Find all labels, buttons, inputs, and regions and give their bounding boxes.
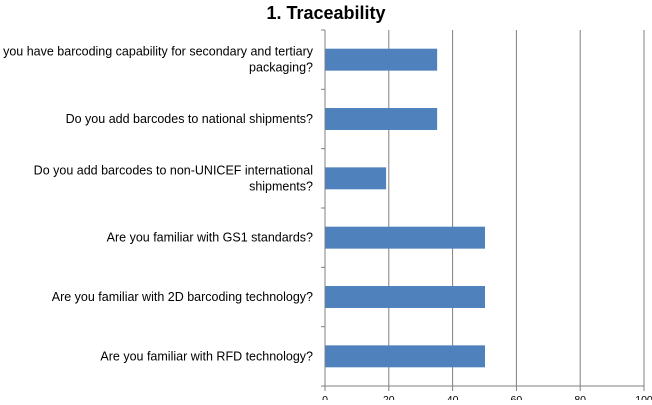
category-label-line: Are you familiar with 2D barcoding techn… xyxy=(52,290,313,304)
bar xyxy=(325,286,485,308)
category-label-line: shipments? xyxy=(249,179,313,193)
bar xyxy=(325,167,387,190)
bars xyxy=(325,48,485,368)
x-tick-label: 0 xyxy=(322,394,328,400)
x-tick-label: 40 xyxy=(447,394,459,400)
category-label: Do you add barcodes to non-UNICEF intern… xyxy=(34,163,313,193)
x-tick-label: 60 xyxy=(511,394,523,400)
bar xyxy=(325,48,438,71)
axes xyxy=(321,29,645,391)
category-label: Are you familiar with RFD technology? xyxy=(100,349,313,363)
category-label-line: Do you add barcodes to national shipment… xyxy=(66,112,313,126)
gridlines xyxy=(388,30,645,386)
x-tick-label: 80 xyxy=(574,394,586,400)
bar xyxy=(325,345,485,368)
category-label: Do you have barcoding capability for sec… xyxy=(0,45,314,75)
category-label: Do you add barcodes to national shipment… xyxy=(66,112,313,126)
category-labels: Do you have barcoding capability for sec… xyxy=(0,45,314,364)
x-tick-label: 100 xyxy=(635,394,652,400)
category-label-line: Do you have barcoding capability for sec… xyxy=(0,45,314,59)
category-label: Are you familiar with GS1 standards? xyxy=(107,231,313,245)
category-label: Are you familiar with 2D barcoding techn… xyxy=(52,290,313,304)
x-tick-label: 20 xyxy=(383,394,395,400)
category-label-line: Do you add barcodes to non-UNICEF intern… xyxy=(34,163,313,177)
bar xyxy=(325,108,438,130)
category-label-line: packaging? xyxy=(249,61,313,75)
category-label-line: Are you familiar with GS1 standards? xyxy=(107,231,313,245)
x-tick-labels: 0 20 40 60 80 100 xyxy=(322,394,652,405)
category-label-line: Are you familiar with RFD technology? xyxy=(100,349,313,363)
chart-title: 1. Traceability xyxy=(266,3,385,23)
bar xyxy=(325,226,485,249)
